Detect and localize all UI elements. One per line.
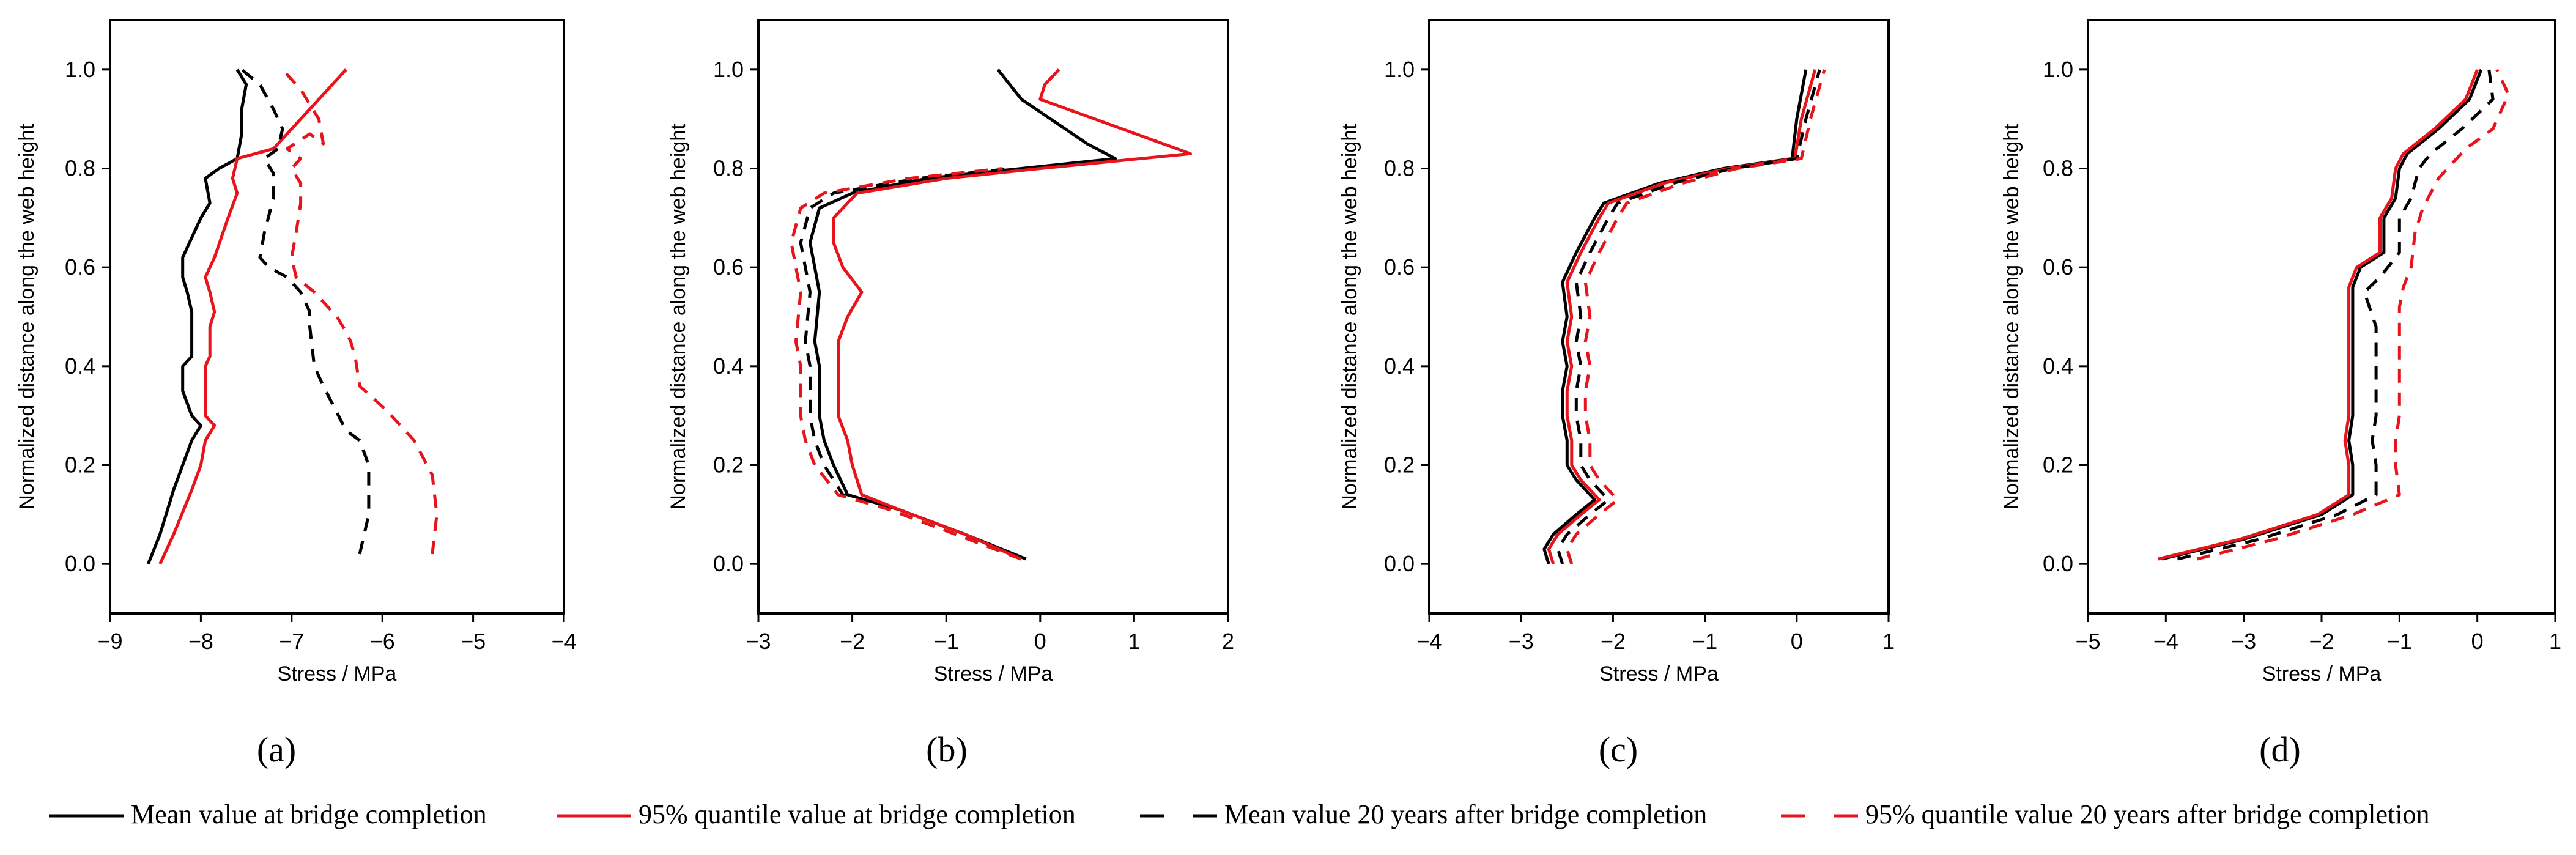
y-tick-label: 0.6 [1384,254,1415,279]
x-tick-label: −7 [279,629,304,654]
x-tick-label: −5 [2075,629,2100,654]
y-axis-label: Normalized distance along the web height [1338,124,1361,510]
x-axis-label: Stress / MPa [278,662,397,686]
x-tick-label: 1 [2549,629,2561,654]
y-axis-label: Normalized distance along the web height [2000,124,2023,510]
series-line-q95-20yr [790,167,1022,561]
x-tick-label: −1 [934,629,959,654]
x-tick-label: −5 [461,629,486,654]
series-line-mean-completion [146,68,248,565]
y-tick-label: 0.0 [2043,551,2073,576]
series-line-mean-20yr [2177,69,2495,561]
y-tick-label: 1.0 [1384,57,1415,82]
y-tick-label: 0.6 [65,254,95,279]
x-tick-label: 0 [2471,629,2484,654]
x-tick-label: 1 [1128,629,1140,654]
chart-panel-c: −4 −3 −2 −1 0 1 0.0 0.2 0.4 0.6 0.8 1.0 Stress / MPa… [1338,19,1895,769]
series-line-mean-completion [2161,68,2483,561]
panel-label: (d) [2259,730,2301,769]
x-tick-label: 0 [1791,629,1803,654]
legend-label: Mean value 20 years after bridge complet… [1224,799,1707,829]
y-tick-label: 0.4 [65,353,95,379]
x-tick-label: −3 [746,629,771,654]
y-tick-label: 1.0 [65,57,95,82]
legend-label: Mean value at bridge completion [131,799,487,829]
series-line-mean-completion [1542,69,1808,564]
y-axis-label: Normalized distance along the web height [667,124,690,510]
x-tick-label: 0 [1034,629,1046,654]
y-tick-label: 0.2 [1384,453,1415,478]
series-line-q95-20yr [1565,69,1826,564]
y-tick-label: 0.4 [2043,353,2073,379]
legend-label: 95% quantile value at bridge completion [638,799,1076,829]
series-line-mean-20yr [240,68,371,555]
y-tick-label: 0.0 [65,551,95,576]
panel-label: (b) [926,730,968,769]
x-tick-label: −2 [1601,629,1626,654]
y-tick-label: 0.2 [2043,453,2073,478]
x-tick-label: −4 [551,629,576,654]
x-tick-label: −4 [2153,629,2178,654]
x-tick-label: −9 [97,629,122,654]
x-tick-label: −2 [840,629,865,654]
y-tick-label: 0.4 [713,353,744,379]
y-tick-label: 0.0 [713,551,744,576]
x-axis-label: Stress / MPa [1599,662,1719,686]
x-tick-label: −1 [1692,629,1717,654]
plot-frame [757,19,1229,615]
series-line-q95-completion [158,68,347,565]
y-tick-label: 0.6 [2043,254,2073,279]
y-tick-label: 0.8 [2043,156,2073,181]
y-tick-label: 0.8 [65,156,95,181]
chart-panel-b: −3 −2 −1 0 1 2 0.0 0.2 0.4 0.6 0.8 1.0 Stress / MPa N… [667,19,1234,769]
plot-frame [1428,19,1890,615]
x-axis-label: Stress / MPa [934,662,1053,686]
series-line-q95-completion [1547,69,1817,564]
chart-panel-d: −5 −4 −3 −2 −1 0 1 0.0 0.2 0.4 0.6 0.8 1.0 Stress / M… [2000,19,2561,769]
x-tick-label: −3 [2231,629,2256,654]
series-line-q95-completion [2158,68,2479,561]
series-line-q95-20yr [2196,68,2511,561]
y-tick-label: 0.4 [1384,353,1415,379]
x-tick-label: 2 [1222,629,1234,654]
panel-label: (a) [257,730,296,769]
panel-label: (c) [1599,730,1638,769]
y-tick-label: 0.2 [65,453,95,478]
series-line-mean-completion [809,68,1117,561]
y-tick-label: 0.2 [713,453,744,478]
panels: −9 −8 −7 −6 −5 −4 0.0 0.2 0.4 0.6 0.8 1.0 Stress / M… [15,19,2561,769]
x-axis-label: Stress / MPa [2262,662,2382,686]
y-tick-label: 0.6 [713,254,744,279]
series-line-mean-20yr [1556,69,1821,564]
x-tick-label: −8 [188,629,213,654]
y-tick-label: 1.0 [713,57,744,82]
chart-panel-a: −9 −8 −7 −6 −5 −4 0.0 0.2 0.4 0.6 0.8 1.0 Stress / M… [15,19,577,769]
plot-frame [109,19,565,615]
y-tick-label: 0.8 [713,156,744,181]
series-line-q95-completion [832,68,1193,561]
legend: Mean value at bridge completion 95% quant… [49,799,2429,829]
y-tick-label: 0.8 [1384,156,1415,181]
y-axis-label: Normalized distance along the web height [15,124,39,510]
x-tick-label: −6 [370,629,395,654]
series-line-q95-20yr [281,68,439,555]
x-tick-label: −2 [2309,629,2334,654]
x-tick-label: 1 [1882,629,1895,654]
legend-label: 95% quantile value 20 years after bridge… [1865,799,2429,829]
y-tick-label: 0.0 [1384,551,1415,576]
x-tick-label: −1 [2387,629,2412,654]
x-tick-label: −3 [1509,629,1534,654]
x-tick-label: −4 [1416,629,1442,654]
y-tick-label: 1.0 [2043,57,2073,82]
